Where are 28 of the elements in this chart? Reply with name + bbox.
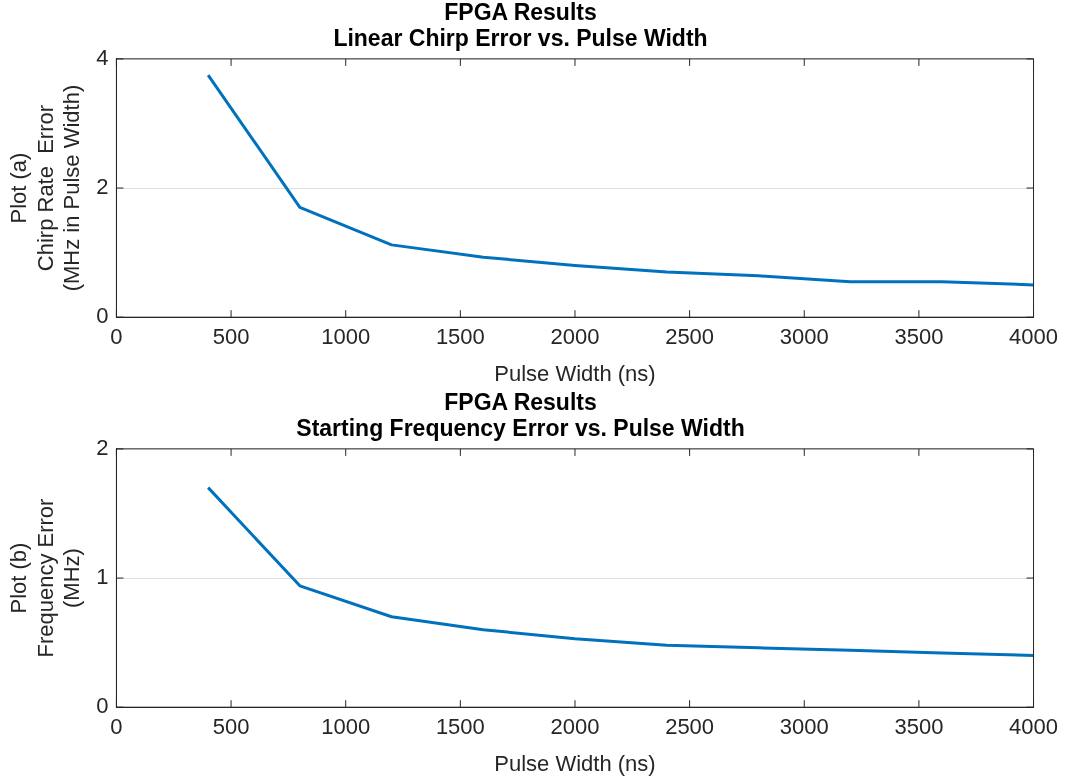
y-axis-title: Plot (a) Chirp Rate Error (MHz in Pulse Width) xyxy=(6,84,85,292)
chart-title: FPGA Results Starting Frequency Error vs. Pulse Width xyxy=(296,388,745,442)
x-tick-label: 500 xyxy=(212,714,250,740)
x-tick-label: 3000 xyxy=(779,324,829,350)
x-axis-title: Pulse Width (ns) xyxy=(494,750,656,776)
x-tick-label: 1500 xyxy=(435,324,485,350)
x-tick-label: 3500 xyxy=(894,714,944,740)
y-tick-label: 2 xyxy=(96,174,109,200)
x-tick-label: 2000 xyxy=(550,714,600,740)
y-tick-label: 2 xyxy=(96,434,109,460)
y-tick-label: 4 xyxy=(96,44,109,70)
x-tick-label: 1000 xyxy=(321,714,371,740)
x-tick-label: 4000 xyxy=(1009,714,1059,740)
x-tick-label: 2500 xyxy=(665,714,715,740)
x-tick-label: 4000 xyxy=(1009,324,1059,350)
x-axis-title: Pulse Width (ns) xyxy=(494,360,656,386)
x-tick-label: 1500 xyxy=(435,714,485,740)
x-tick-label: 3000 xyxy=(779,714,829,740)
y-tick-label: 0 xyxy=(96,303,109,329)
x-tick-label: 2500 xyxy=(665,324,715,350)
x-tick-label: 2000 xyxy=(550,324,600,350)
x-tick-label: 3500 xyxy=(894,324,944,350)
chart-title: FPGA Results Linear Chirp Error vs. Pulse Width xyxy=(333,0,708,52)
x-tick-label: 1000 xyxy=(321,324,371,350)
x-tick-label: 500 xyxy=(212,324,250,350)
y-axis-title: Plot (b) Frequency Error (MHz) xyxy=(6,498,85,658)
y-tick-label: 1 xyxy=(96,564,109,590)
y-tick-label: 0 xyxy=(96,693,109,719)
